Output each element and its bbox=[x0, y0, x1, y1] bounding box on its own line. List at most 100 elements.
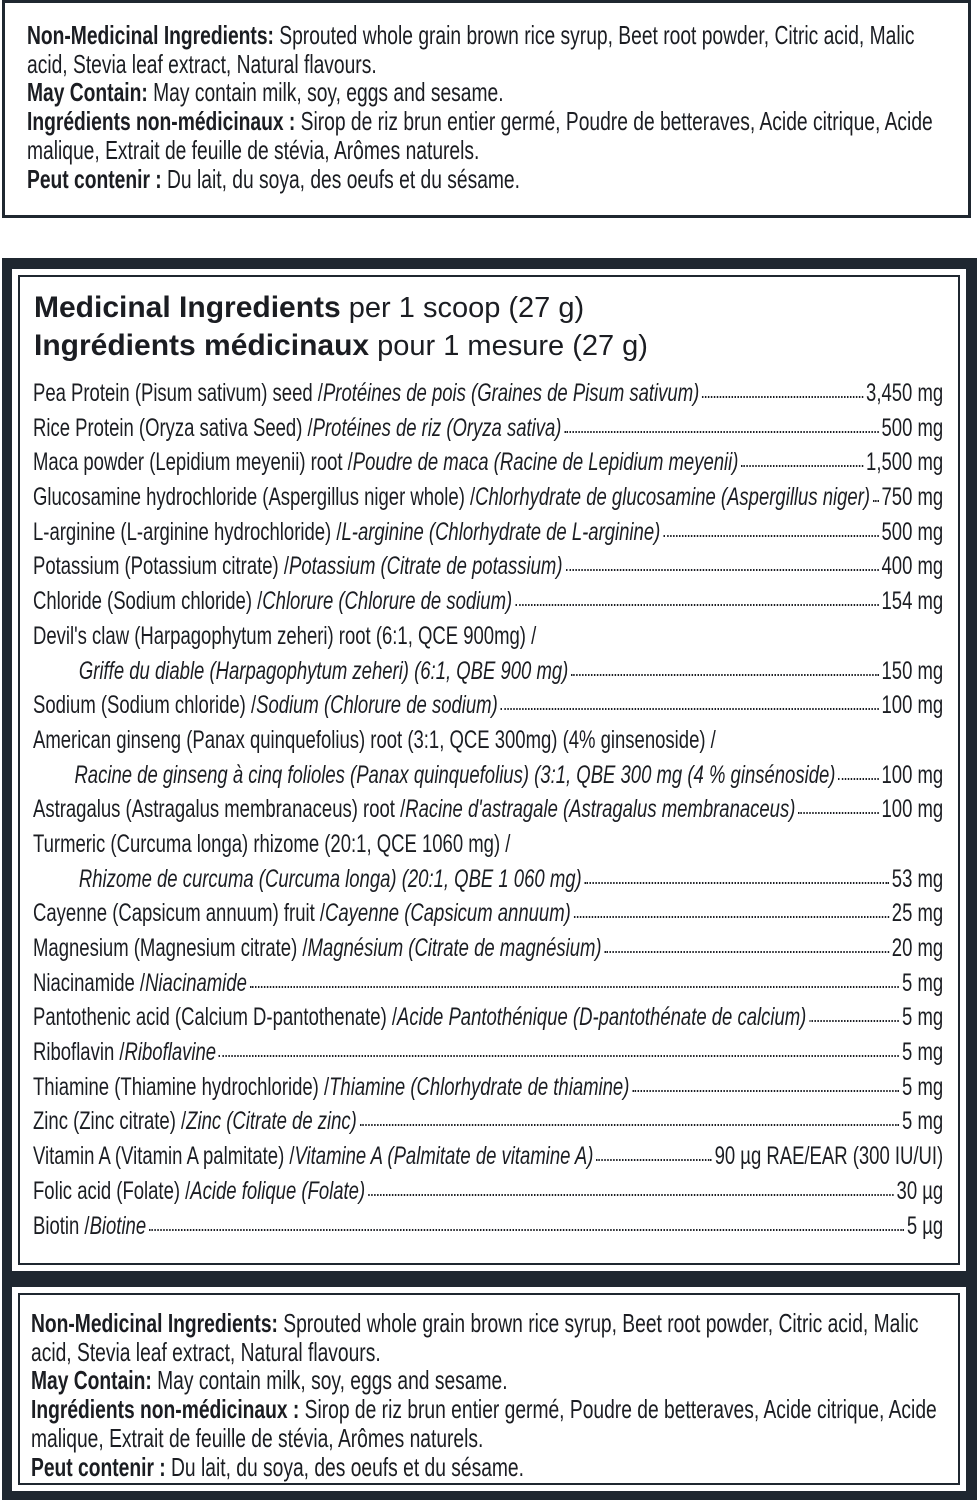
ingredient-row: Magnesium (Magnesium citrate) / Magnésiu… bbox=[33, 934, 943, 969]
ingredient-row: American ginseng (Panax quinquefolius) r… bbox=[33, 726, 943, 761]
ingredient-amount: 750 mg bbox=[881, 483, 944, 512]
ingredient-row: Zinc (Zinc citrate) / Zinc (Citrate de z… bbox=[33, 1107, 943, 1142]
title-en: Medicinal Ingredients bbox=[34, 291, 341, 324]
ingredient-row: Rice Protein (Oryza sativa Seed) / Proté… bbox=[33, 414, 943, 449]
nm-text: Sprouted whole grain brown rice syrup, B… bbox=[27, 20, 915, 79]
ingredient-row: Potassium (Potassium citrate) / Potassiu… bbox=[33, 552, 943, 587]
ingredient-name-en: Cayenne (Capsicum annuum) fruit / bbox=[33, 899, 326, 928]
ingredient-name-en: Magnesium (Magnesium citrate) / bbox=[33, 934, 308, 962]
ingredient-row: Pea Protein (Pisum sativum) seed / Proté… bbox=[33, 379, 943, 414]
ingredient-row: Vitamin A (Vitamin A palmitate) / Vitami… bbox=[33, 1142, 943, 1177]
ingredient-row: Cayenne (Capsicum annuum) fruit / Cayenn… bbox=[33, 899, 943, 934]
ingredient-row: Thiamine (Thiamine hydrochloride) / Thia… bbox=[33, 1073, 943, 1108]
dot-leader bbox=[515, 604, 879, 607]
ingredient-amount: 5 mg bbox=[902, 1038, 944, 1067]
ingredient-amount: 154 mg bbox=[881, 587, 944, 616]
may-text: May contain milk, soy, eggs and sesame. bbox=[147, 77, 504, 108]
ingredient-amount: 400 mg bbox=[881, 552, 944, 581]
ingredient-name-en: L-arginine (L-arginine hydrochloride) / bbox=[33, 517, 342, 546]
nm-label: Non-Medicinal Ingredients: bbox=[31, 1308, 278, 1338]
dot-leader bbox=[663, 534, 879, 537]
dot-leader bbox=[584, 881, 889, 884]
ingredient-row: Devil's claw (Harpagophytum zeheri) root… bbox=[33, 622, 943, 657]
ingredient-name-fr: Racine d'astragale (Astragalus membranac… bbox=[405, 795, 796, 824]
ingredient-name-fr: Racine de ginseng à cinq folioles (Panax… bbox=[74, 760, 836, 789]
ingredient-name-fr: Poudre de maca (Racine de Lepidium meyen… bbox=[352, 448, 739, 477]
ingredient-amount: 30 µg bbox=[896, 1176, 944, 1205]
ingredient-list: Pea Protein (Pisum sativum) seed / Proté… bbox=[33, 379, 943, 1246]
dot-leader bbox=[809, 1020, 900, 1023]
ingredient-amount: 5 mg bbox=[902, 968, 944, 997]
ingredient-name-en: Rice Protein (Oryza sativa Seed) / bbox=[33, 413, 313, 442]
ingredient-name-en: Chloride (Sodium chloride) / bbox=[33, 587, 263, 616]
ingredient-amount: 5 mg bbox=[902, 1003, 944, 1032]
dot-leader bbox=[604, 951, 889, 953]
may-label: May Contain: bbox=[31, 1365, 152, 1396]
dot-leader bbox=[368, 1193, 894, 1196]
ingredient-name-en: Pantothenic acid (Calcium D-pantothenate… bbox=[33, 1003, 398, 1032]
ingredient-amount: 25 mg bbox=[891, 899, 944, 928]
fr-label: Ingrédients non-médicinaux : bbox=[31, 1394, 300, 1425]
ingredient-name-fr: Chlorhydrate de glucosamine (Aspergillus… bbox=[475, 483, 871, 512]
ingredient-amount: 20 mg bbox=[891, 934, 944, 962]
ingredient-name-en: Astragalus (Astragalus membranaceus) roo… bbox=[33, 795, 406, 824]
dot-leader bbox=[798, 812, 879, 815]
serving-en: per 1 scoop (27 g) bbox=[340, 292, 585, 324]
ingredient-row: Pantothenic acid (Calcium D-pantothenate… bbox=[33, 1003, 943, 1038]
dot-leader bbox=[741, 465, 864, 468]
fr-text: Sirop de riz brun entier germé, Poudre d… bbox=[31, 1394, 937, 1453]
serving-fr: pour 1 mesure (27 g) bbox=[369, 330, 648, 362]
dot-leader bbox=[632, 1089, 900, 1092]
medicinal-panel: Medicinal Ingredients per 1 scoop (27 g)… bbox=[18, 275, 960, 1265]
ingredient-name-fr: Rhizome de curcuma (Curcuma longa) (20:1… bbox=[78, 864, 582, 893]
ingredient-name-en: Turmeric (Curcuma longa) rhizome (20:1, … bbox=[33, 829, 511, 858]
non-medicinal-panel-top: Non-Medicinal Ingredients: Sprouted whol… bbox=[2, 0, 971, 218]
ingredient-name-fr: Cayenne (Capsicum annuum) bbox=[325, 899, 571, 928]
non-medicinal-panel-bottom: Non-Medicinal Ingredients: Sprouted whol… bbox=[18, 1293, 960, 1485]
peut-text: Du lait, du soya, des oeufs et du sésame… bbox=[161, 163, 520, 194]
peut-label: Peut contenir : bbox=[27, 163, 162, 194]
may-label: May Contain: bbox=[27, 77, 148, 108]
ingredient-amount: 5 mg bbox=[902, 1072, 944, 1101]
ingredient-name-en: American ginseng (Panax quinquefolius) r… bbox=[33, 725, 716, 754]
ingredient-name-en: Pea Protein (Pisum sativum) seed / bbox=[33, 379, 323, 407]
fr-label: Ingrédients non-médicinaux : bbox=[27, 106, 296, 137]
ingredient-row: Niacinamide / Niacinamide 5 mg bbox=[33, 969, 943, 1004]
dot-leader bbox=[219, 1055, 900, 1058]
ingredient-amount: 100 mg bbox=[881, 760, 944, 789]
ingredient-row: Chloride (Sodium chloride) / Chlorure (C… bbox=[33, 587, 943, 622]
ingredient-name-fr: Protéines de pois (Graines de Pisum sati… bbox=[322, 379, 700, 407]
dot-leader bbox=[571, 673, 879, 676]
ingredient-name-fr: Magnésium (Citrate de magnésium) bbox=[307, 934, 602, 962]
dot-leader bbox=[872, 500, 879, 503]
ingredient-amount: 90 µg RAE/EAR (300 IU/UI) bbox=[714, 1142, 944, 1171]
ingredient-row: Maca powder (Lepidium meyenii) root / Po… bbox=[33, 448, 943, 483]
ingredient-name-fr: Chlorure (Chlorure de sodium) bbox=[262, 587, 513, 616]
ingredient-name-en: Maca powder (Lepidium meyenii) root / bbox=[33, 448, 353, 477]
dot-leader bbox=[564, 430, 879, 433]
ingredient-row: Astragalus (Astragalus membranaceus) roo… bbox=[33, 795, 943, 830]
ingredient-name-fr: Sodium (Chlorure de sodium) bbox=[256, 691, 498, 720]
ingredient-row: Biotin / Biotine 5 µg bbox=[33, 1212, 943, 1247]
may-text: May contain milk, soy, eggs and sesame. bbox=[151, 1365, 508, 1396]
ingredient-name-en: Niacinamide / bbox=[33, 968, 146, 997]
ingredient-row: Folic acid (Folate) / Acide folique (Fol… bbox=[33, 1177, 943, 1212]
ingredient-name-fr: Zinc (Citrate de zinc) bbox=[186, 1107, 357, 1136]
ingredient-amount: 150 mg bbox=[881, 656, 944, 685]
ingredient-name-fr: Vitamine A (Palmitate de vitamine A) bbox=[294, 1142, 594, 1171]
medicinal-heading: Medicinal Ingredients per 1 scoop (27 g)… bbox=[34, 289, 648, 365]
dot-leader bbox=[359, 1124, 900, 1127]
ingredient-amount: 53 mg bbox=[891, 864, 944, 893]
dot-leader bbox=[249, 985, 900, 988]
ingredient-name-en: Potassium (Potassium citrate) / bbox=[33, 552, 289, 581]
ingredient-name-fr: Thiamine (Chlorhydrate de thiamine) bbox=[329, 1072, 630, 1101]
ingredient-name-fr: Riboflavine bbox=[124, 1038, 217, 1067]
ingredient-name-fr: Griffe du diable (Harpagophytum zeheri) … bbox=[78, 656, 569, 685]
ingredient-row: Turmeric (Curcuma longa) rhizome (20:1, … bbox=[33, 830, 943, 865]
ingredient-amount: 1,500 mg bbox=[866, 448, 944, 477]
ingredient-name-en: Devil's claw (Harpagophytum zeheri) root… bbox=[33, 621, 537, 650]
ingredient-row: Sodium (Sodium chloride) / Sodium (Chlor… bbox=[33, 691, 943, 726]
ingredient-amount: 500 mg bbox=[881, 413, 944, 442]
ingredient-amount: 500 mg bbox=[881, 517, 944, 546]
dot-leader bbox=[702, 396, 864, 398]
